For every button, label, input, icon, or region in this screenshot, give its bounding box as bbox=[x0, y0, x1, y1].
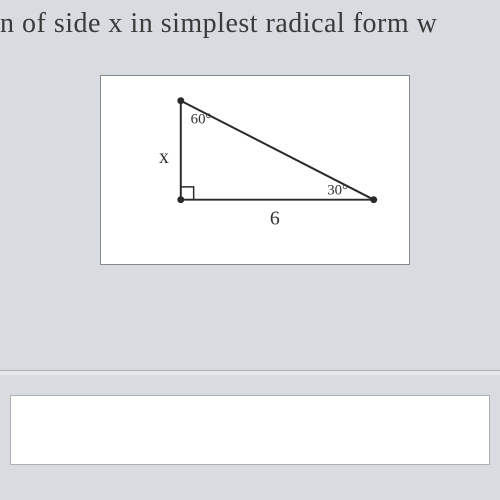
answer-input-box[interactable] bbox=[10, 395, 490, 465]
angle-60-label: 60° bbox=[191, 111, 212, 127]
vertex-bottom-left bbox=[177, 196, 184, 203]
vertex-top bbox=[177, 97, 184, 104]
triangle-svg: 60° 30° x 6 bbox=[101, 76, 409, 264]
vertex-bottom-right bbox=[370, 196, 377, 203]
side-x-label: x bbox=[159, 146, 169, 168]
question-fragment: n of side x in simplest radical form w bbox=[0, 8, 437, 40]
angle-30-label: 30° bbox=[327, 183, 348, 199]
triangle-diagram: 60° 30° x 6 bbox=[100, 75, 410, 265]
side-6-label: 6 bbox=[270, 207, 280, 229]
separator-bar bbox=[0, 370, 500, 375]
